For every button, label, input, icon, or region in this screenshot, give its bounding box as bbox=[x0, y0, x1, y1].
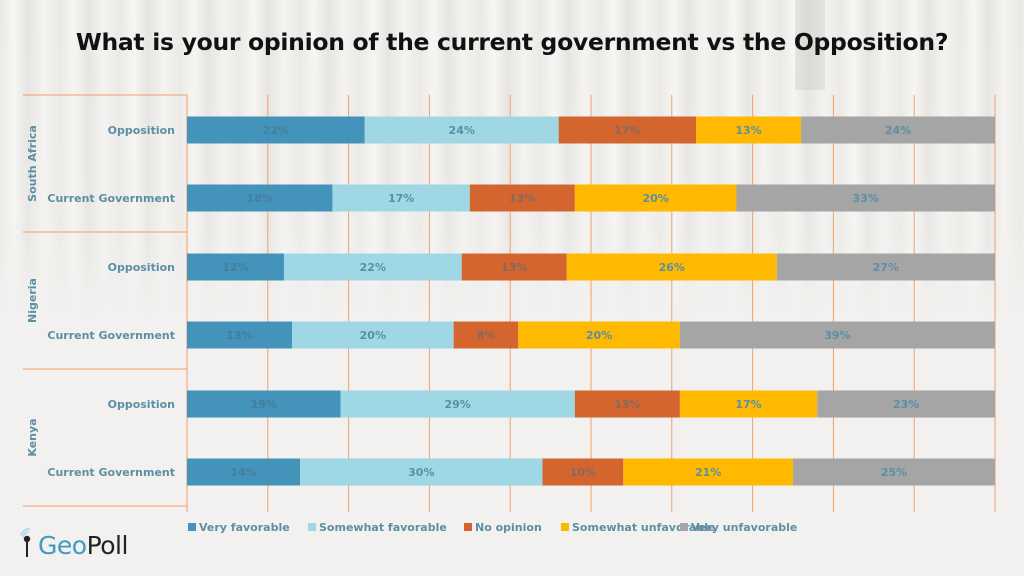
legend-swatch bbox=[680, 523, 688, 531]
bar-segment bbox=[679, 321, 995, 349]
group-label: South Africa bbox=[26, 125, 39, 202]
data-label: 19% bbox=[251, 398, 277, 411]
bar-segment bbox=[623, 458, 793, 486]
data-label: 25% bbox=[881, 466, 907, 479]
data-label: 22% bbox=[263, 124, 289, 137]
data-label: 23% bbox=[893, 398, 919, 411]
data-label: 14% bbox=[230, 466, 256, 479]
bar-segment bbox=[817, 390, 995, 418]
bar-segment bbox=[283, 253, 462, 281]
data-label: 39% bbox=[824, 329, 850, 342]
legend-label: Somewhat favorable bbox=[319, 521, 447, 534]
data-label: 20% bbox=[642, 192, 668, 205]
bar-segment bbox=[453, 321, 519, 349]
bar-segment bbox=[518, 321, 680, 349]
data-label: 12% bbox=[222, 261, 248, 274]
bar-segment bbox=[776, 253, 995, 281]
bar-segment bbox=[574, 184, 737, 212]
bar-segment bbox=[542, 458, 624, 486]
data-label: 8% bbox=[477, 329, 496, 342]
bar-segment bbox=[187, 390, 341, 418]
legend-swatch bbox=[561, 523, 569, 531]
data-label: 27% bbox=[873, 261, 899, 274]
data-label: 22% bbox=[360, 261, 386, 274]
legend-swatch bbox=[464, 523, 472, 531]
bar-segment bbox=[566, 253, 777, 281]
category-label: Opposition bbox=[108, 124, 175, 137]
data-label: 18% bbox=[247, 192, 273, 205]
data-label: 17% bbox=[614, 124, 640, 137]
legend-swatch bbox=[188, 523, 196, 531]
data-label: 13% bbox=[509, 192, 535, 205]
data-label: 29% bbox=[445, 398, 471, 411]
bar-segment bbox=[558, 116, 697, 144]
data-label: 24% bbox=[885, 124, 911, 137]
category-label: Current Government bbox=[47, 466, 175, 479]
data-label: 13% bbox=[226, 329, 252, 342]
bar-segment bbox=[292, 321, 454, 349]
data-label: 26% bbox=[659, 261, 685, 274]
bar-segment bbox=[793, 458, 995, 486]
data-label: 30% bbox=[408, 466, 434, 479]
category-label: Opposition bbox=[108, 398, 175, 411]
data-label: 10% bbox=[570, 466, 596, 479]
legend-label: Very favorable bbox=[199, 521, 290, 534]
signal-pin-icon bbox=[20, 528, 31, 557]
bar-segment bbox=[187, 458, 301, 486]
bar-segment bbox=[300, 458, 543, 486]
bar-segment bbox=[461, 253, 567, 281]
bar-segment bbox=[469, 184, 575, 212]
legend-label: Very unfavorable bbox=[691, 521, 797, 534]
bar-segment bbox=[187, 184, 333, 212]
data-label: 24% bbox=[449, 124, 475, 137]
legend-swatch bbox=[308, 523, 316, 531]
bar-segment bbox=[801, 116, 995, 144]
bar-segment bbox=[736, 184, 995, 212]
bar-segment bbox=[332, 184, 470, 212]
background-column-shadow bbox=[795, 0, 825, 90]
legend-label: Somewhat unfavorable bbox=[572, 521, 715, 534]
bar-segment bbox=[364, 116, 559, 144]
bar-segment bbox=[679, 390, 818, 418]
bar-segment bbox=[340, 390, 575, 418]
bar-segment bbox=[187, 321, 293, 349]
group-label: Kenya bbox=[26, 418, 39, 456]
category-label: Opposition bbox=[108, 261, 175, 274]
bar-segment bbox=[696, 116, 802, 144]
legend-label: No opinion bbox=[475, 521, 542, 534]
category-label: Current Government bbox=[47, 192, 175, 205]
data-label: 17% bbox=[388, 192, 414, 205]
chart-title: What is your opinion of the current gove… bbox=[75, 28, 949, 56]
data-label: 20% bbox=[586, 329, 612, 342]
data-label: 21% bbox=[695, 466, 721, 479]
group-label: Nigeria bbox=[26, 278, 39, 323]
data-label: 20% bbox=[360, 329, 386, 342]
geopoll-logo: Geo Poll bbox=[18, 524, 128, 560]
bar-segment bbox=[187, 116, 365, 144]
data-label: 17% bbox=[735, 398, 761, 411]
data-label: 33% bbox=[853, 192, 879, 205]
data-label: 13% bbox=[614, 398, 640, 411]
data-label: 13% bbox=[501, 261, 527, 274]
category-label: Current Government bbox=[47, 329, 175, 342]
bar-segment bbox=[574, 390, 680, 418]
data-label: 13% bbox=[735, 124, 761, 137]
logo-text-geo: Geo bbox=[38, 531, 87, 560]
logo-text-poll: Poll bbox=[86, 531, 129, 560]
bar-segment bbox=[187, 253, 284, 281]
